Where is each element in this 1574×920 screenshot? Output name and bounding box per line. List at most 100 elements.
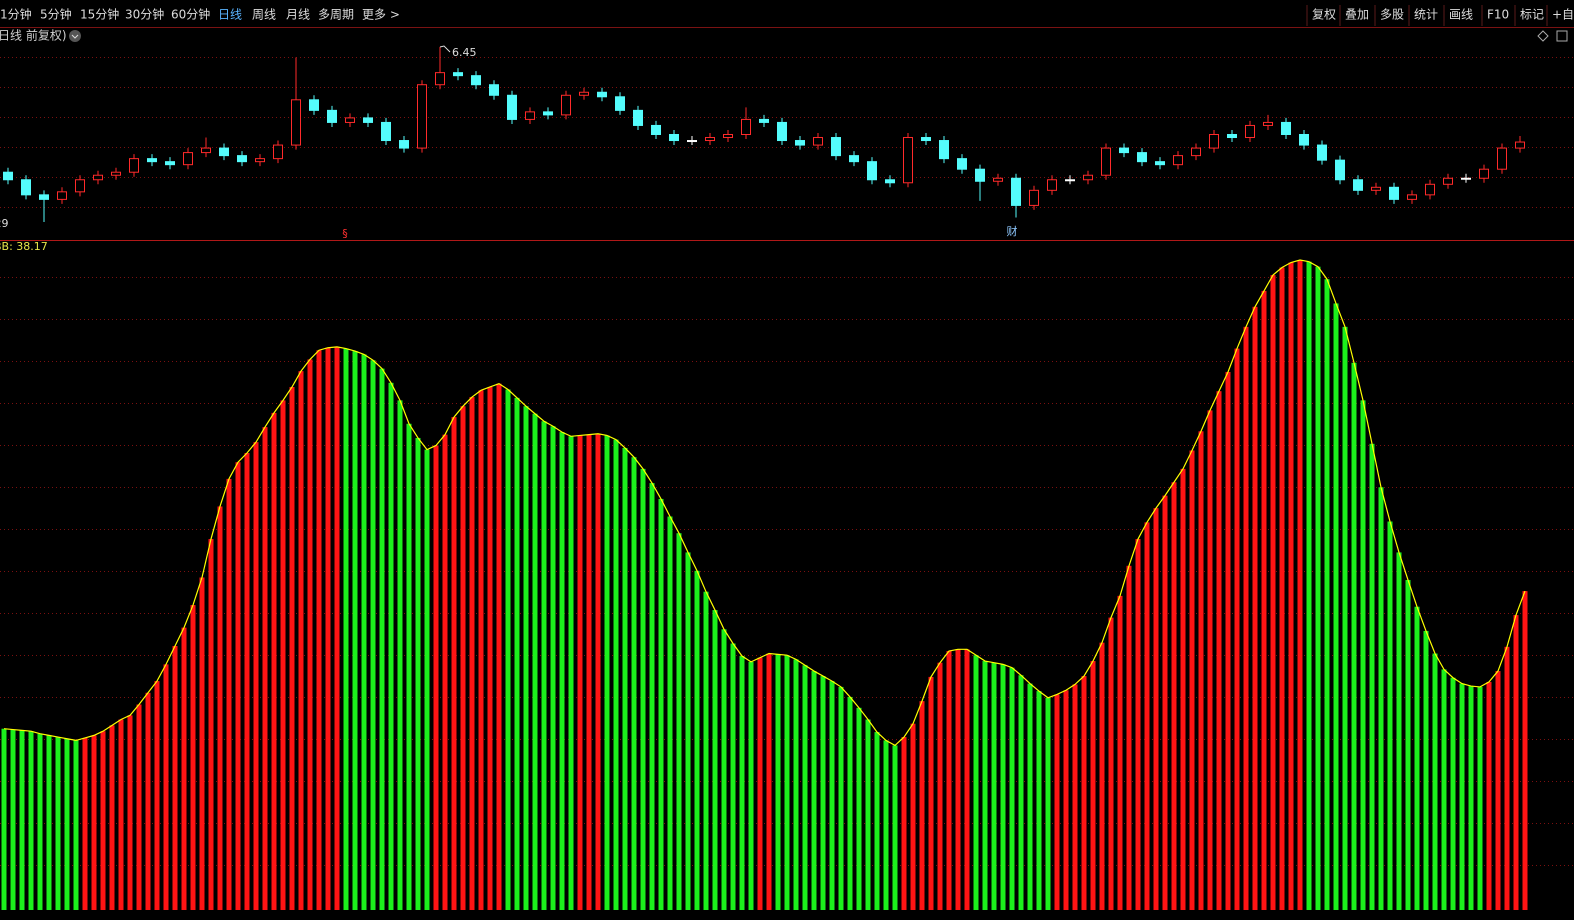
candle-body [1101,147,1111,176]
indicator-bar [991,662,997,910]
period-tab[interactable]: 5分钟 [40,7,72,22]
indicator-bar [892,745,898,910]
chart-label: 日线 前复权) [0,28,67,43]
candle-body [579,91,589,96]
candle-body [1389,186,1399,200]
indicator-bar [199,577,205,910]
period-tab[interactable]: 日线 [218,8,242,22]
indicator-bar [352,351,358,910]
period-tab[interactable]: 15分钟 [80,7,119,22]
candle-body [363,117,373,123]
candle-body [615,96,625,111]
candle-body [1497,147,1507,170]
tool-button[interactable]: 复权 [1312,8,1336,22]
candle-body [201,147,211,154]
indicator-bar [1432,653,1438,910]
indicator-bar [1252,306,1258,910]
candle-body [39,194,49,200]
indicator-bar [235,462,241,910]
indicator-bar [73,740,79,910]
indicator-bar [1234,348,1240,910]
indicator-bar [703,591,709,910]
tool-button[interactable]: 标记 [1520,8,1544,22]
indicator-bar [748,661,754,910]
tool-button[interactable]: 画线 [1449,8,1473,22]
candle-body [1479,168,1489,179]
indicator-bar [604,435,610,910]
indicator-bar [109,725,115,910]
diamond-icon[interactable] [1537,30,1549,42]
candle-body [93,174,103,181]
candle-body [1407,194,1417,200]
indicator-bar [1063,690,1069,910]
period-tab[interactable]: 多周期 [318,8,354,22]
candle-body [1353,179,1363,191]
indicator-bar [1126,565,1132,910]
period-tab[interactable]: 30分钟 [125,7,164,22]
indicator-bar [316,350,322,911]
indicator-bar [1090,661,1096,910]
candle-body [993,177,1003,182]
indicator-bar [325,347,331,910]
annotation: 财 [1007,224,1018,238]
indicator-bar [424,449,430,910]
candle-body [1299,134,1309,146]
indicator-bar [154,681,160,910]
candle-body [1155,161,1165,166]
indicator-bar [847,696,853,910]
indicator-bar [136,704,142,910]
indicator-bar [811,671,817,910]
tool-button[interactable]: 统计 [1414,8,1438,22]
indicator-bar [1045,697,1051,910]
indicator-bar [1216,391,1222,910]
candle-body [435,72,445,86]
indicator-bar [613,439,619,910]
tool-button[interactable]: 叠加 [1345,8,1369,22]
indicator-bar [226,478,232,910]
period-tab[interactable]: 周线 [252,8,276,22]
tool-button[interactable]: +自 [1552,8,1574,22]
period-tab[interactable]: 1分钟 [0,7,32,22]
indicator-bar [1405,579,1411,910]
indicator-bar [19,730,25,910]
candle-body [669,134,679,142]
candle-body [147,158,157,163]
indicator-bar [1522,591,1528,910]
dropdown-icon[interactable] [69,30,81,42]
indicator-bar [865,719,871,910]
period-tab[interactable]: 月线 [286,8,310,22]
candle-body [813,137,823,146]
indicator-bar [802,665,808,910]
indicator-bar [775,654,781,910]
candle-body [561,94,571,116]
tool-button[interactable]: 多股 [1380,8,1404,22]
candle-body [705,137,715,142]
candle-body [75,179,85,193]
indicator-bar [1486,681,1492,910]
tool-button[interactable]: F10 [1487,8,1509,22]
indicator-bar [1153,508,1159,910]
indicator-bar [1144,522,1150,910]
candle-body [327,109,337,123]
indicator-bar [1297,260,1303,910]
candle-body [1335,159,1345,181]
indicator-bar [37,733,43,910]
indicator-bar [1270,275,1276,910]
period-tab[interactable]: 60分钟 [171,7,210,22]
square-icon[interactable] [1556,30,1568,42]
indicator-bar [640,468,646,910]
indicator-bar [487,386,493,910]
period-tab[interactable]: 更多 > [362,8,400,22]
indicator-bar [820,676,826,910]
indicator-bar [784,655,790,910]
indicator-bar [1135,539,1141,910]
indicator-bar [1324,279,1330,910]
candle-body [597,91,607,98]
candle-body [759,118,769,123]
indicator-bar [631,457,637,910]
indicator-bar [298,371,304,910]
indicator-bar [721,629,727,910]
indicator-bar [955,649,961,910]
indicator-bar [190,605,196,910]
